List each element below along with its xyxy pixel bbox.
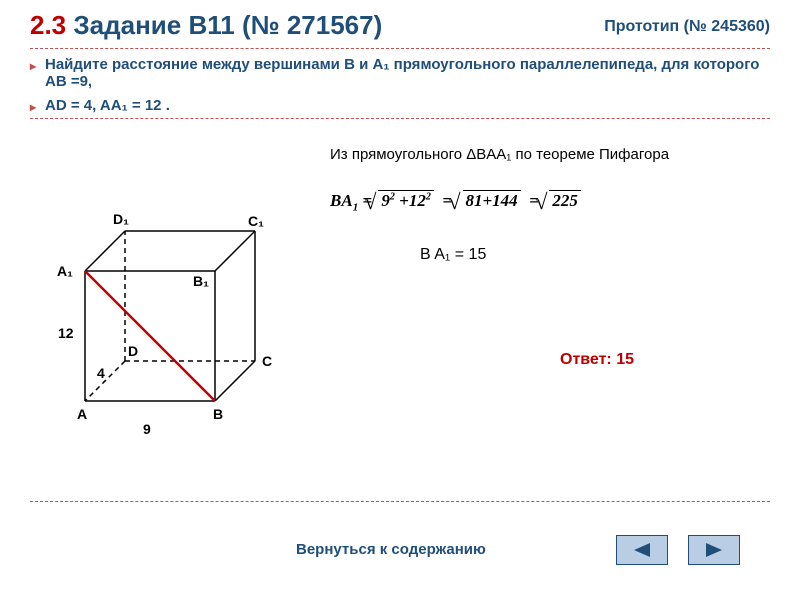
vertex-B1: B₁ bbox=[193, 273, 209, 289]
edge-4: 4 bbox=[97, 365, 105, 381]
vertex-D: D bbox=[128, 343, 138, 359]
prototype-label: Прототип (№ 245360) bbox=[604, 18, 770, 36]
formula: BA1 = √92 +122 = √81+144 = √225 bbox=[330, 191, 581, 213]
vertex-A: A bbox=[77, 406, 87, 422]
explanation-text: Из прямоугольного ΔBAA₁ по теореме Пифаг… bbox=[330, 146, 669, 163]
divider-top bbox=[30, 48, 770, 49]
edge-12: 12 bbox=[58, 325, 74, 341]
vertex-C: C bbox=[262, 353, 272, 369]
cube-diagram: A B C D A₁ B₁ C₁ D₁ 9 4 12 bbox=[55, 176, 305, 446]
edge-9: 9 bbox=[143, 421, 151, 437]
back-to-contents-link[interactable]: Вернуться к содержанию bbox=[296, 541, 486, 558]
title-section: 2.3 bbox=[30, 10, 66, 40]
vertex-A1: A₁ bbox=[57, 263, 73, 279]
problem-line-1: Найдите расстояние между вершинами B и A… bbox=[0, 51, 800, 92]
triangle-right-icon bbox=[704, 543, 724, 557]
nav-prev-button[interactable] bbox=[616, 535, 668, 565]
sqrt1-b: 12 bbox=[409, 191, 426, 210]
vertex-C1: C₁ bbox=[248, 213, 264, 229]
sqrt2: 81+144 bbox=[463, 190, 521, 210]
divider-mid bbox=[30, 118, 770, 119]
page-title: 2.3 Задание В11 (№ 271567) bbox=[30, 10, 382, 41]
divider-bottom bbox=[30, 501, 770, 502]
answer-text: Ответ: 15 bbox=[560, 351, 634, 369]
result-text: B A₁ = 15 bbox=[420, 246, 486, 264]
sqrt1-a: 9 bbox=[381, 191, 390, 210]
nav-next-button[interactable] bbox=[688, 535, 740, 565]
triangle-left-icon bbox=[632, 543, 652, 557]
sqrt3: 225 bbox=[549, 190, 581, 210]
vertex-D1: D₁ bbox=[113, 211, 129, 227]
formula-lhs: BA bbox=[330, 191, 353, 210]
vertex-B: B bbox=[213, 406, 223, 422]
title-task: Задание В11 (№ 271567) bbox=[66, 10, 382, 40]
problem-line-2: AD = 4, AA₁ = 12 . bbox=[0, 92, 800, 116]
